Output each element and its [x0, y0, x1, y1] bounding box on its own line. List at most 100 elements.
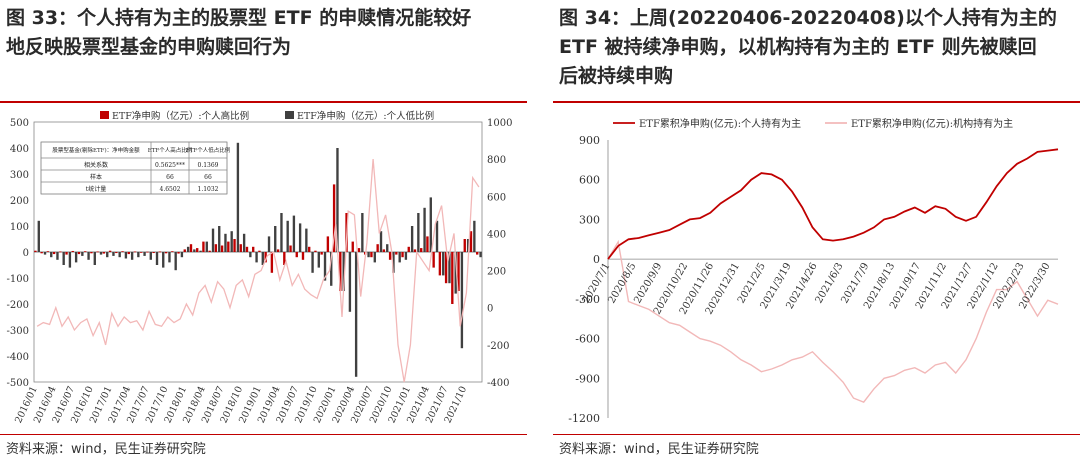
- bar-individual-low: [218, 226, 221, 252]
- bar-individual-high: [376, 244, 379, 252]
- figure-34-top-rule: [553, 101, 1080, 103]
- bar-individual-high: [245, 246, 249, 252]
- left-y-tick-label: -300: [7, 326, 29, 337]
- figure-34-title-line2: ETF 被持续净申购，以机构持有为主的 ETF 则先被赎回: [559, 36, 1037, 58]
- bar-individual-high: [420, 248, 423, 252]
- bar-individual-low: [473, 220, 476, 252]
- bar-individual-high: [40, 252, 43, 254]
- bar-individual-high: [388, 252, 392, 260]
- right-y-tick-label: 800: [487, 155, 506, 166]
- bar-individual-low: [429, 197, 432, 252]
- legend-label-individual: ETF累积净申购(亿元):个人持有为主: [639, 117, 801, 130]
- bar-individual-low: [106, 252, 109, 258]
- bar-individual-low: [37, 220, 40, 252]
- bar-individual-high: [127, 252, 130, 255]
- left-y-tick-label: -100: [7, 274, 29, 285]
- y-tick-label: 300: [579, 213, 600, 226]
- right-y-tick-label: 200: [487, 267, 506, 278]
- bar-individual-low: [386, 244, 389, 252]
- bar-individual-high: [407, 246, 410, 252]
- right-y-tick-label: -400: [487, 378, 509, 389]
- bar-individual-low: [398, 252, 401, 263]
- bar-individual-low: [348, 252, 352, 312]
- bar-individual-high: [214, 244, 218, 252]
- left-y-tick-label: 300: [10, 170, 29, 181]
- bar-individual-low: [112, 252, 115, 256]
- y-tick-label: 0: [593, 253, 600, 266]
- bar-individual-high: [152, 252, 155, 254]
- bar-individual-low: [62, 252, 65, 265]
- bar-individual-low: [180, 252, 184, 258]
- bar-individual-low: [261, 252, 264, 265]
- bar-individual-low: [379, 231, 383, 252]
- y-tick-label: -300: [575, 293, 600, 306]
- bar-individual-low: [305, 228, 308, 252]
- bar-individual-low: [479, 252, 482, 258]
- left-y-tick-label: 100: [10, 222, 29, 233]
- right-y-tick-label: 600: [487, 192, 506, 203]
- legend-swatch-low: [285, 111, 294, 119]
- bar-individual-low: [460, 252, 464, 349]
- bar-individual-low: [99, 252, 103, 255]
- bar-individual-low: [224, 233, 227, 252]
- bar-individual-high: [270, 252, 274, 273]
- bar-individual-high: [133, 251, 137, 253]
- y-tick-label: 600: [579, 174, 600, 187]
- bar-individual-low: [255, 252, 258, 263]
- bar-individual-low: [336, 148, 339, 252]
- bar-individual-low: [280, 213, 283, 252]
- bar-individual-low: [267, 236, 271, 252]
- bar-individual-high: [239, 244, 242, 252]
- right-y-tick-label: 400: [487, 229, 506, 240]
- bar-individual-high: [121, 251, 124, 253]
- bar-individual-high: [382, 249, 386, 252]
- left-y-tick-label: -500: [7, 378, 29, 389]
- bar-individual-high: [351, 241, 354, 252]
- y-tick-label: 900: [579, 134, 600, 147]
- bar-individual-low: [230, 231, 233, 252]
- stats-table-text: 66: [166, 174, 174, 181]
- line-individual-dominant: [607, 148, 1059, 260]
- figure-34-panel: 图 34：上周(20220406-20220408)以个人持有为主的 ETF 被…: [553, 0, 1080, 461]
- legend-swatch-high: [100, 111, 109, 119]
- bar-individual-high: [220, 245, 224, 252]
- right-y-tick-label: 0: [487, 304, 493, 315]
- bar-individual-high: [314, 250, 317, 252]
- bar-individual-low: [199, 250, 202, 252]
- bar-individual-low: [435, 220, 439, 252]
- bar-individual-low: [274, 226, 277, 252]
- bar-individual-low: [292, 215, 296, 252]
- bar-individual-high: [233, 239, 236, 252]
- bar-individual-low: [93, 252, 96, 265]
- bar-individual-high: [283, 252, 286, 265]
- bar-individual-low: [137, 252, 140, 258]
- bar-individual-high: [320, 252, 323, 255]
- bar-individual-high: [457, 252, 460, 291]
- bar-individual-low: [454, 252, 457, 294]
- bar-individual-low: [155, 252, 159, 265]
- figure-33-top-rule: [0, 101, 527, 103]
- figure-33-panel: 图 33：个人持有为主的股票型 ETF 的申赎情况能较好 地反映股票型基金的申购…: [0, 0, 527, 461]
- bar-individual-high: [451, 252, 454, 304]
- bar-individual-high: [84, 251, 87, 253]
- bar-individual-high: [438, 252, 442, 276]
- bar-individual-low: [68, 252, 72, 268]
- bar-individual-high: [171, 251, 174, 253]
- bar-individual-high: [202, 241, 205, 252]
- bar-individual-high: [326, 236, 330, 252]
- stats-table-text: 4.6502: [160, 186, 181, 193]
- bar-individual-low: [330, 252, 333, 286]
- bar-individual-high: [65, 252, 68, 255]
- stats-table-text: ETF个人高占比例: [148, 146, 193, 154]
- bar-individual-low: [417, 213, 420, 252]
- bar-individual-high: [227, 241, 230, 252]
- stats-table-text: 相关系数: [84, 161, 108, 169]
- line-institution-dominant: [607, 239, 1059, 403]
- stats-table-frame: [40, 141, 228, 195]
- bar-individual-high: [52, 252, 56, 255]
- bar-individual-high: [164, 252, 168, 254]
- stats-table-text: t统计量: [86, 185, 106, 193]
- bar-individual-high: [252, 246, 255, 252]
- bar-individual-high: [289, 245, 292, 252]
- figure-34-chart: -1200-900-600-30003006009002020/7/12020/…: [568, 117, 1059, 425]
